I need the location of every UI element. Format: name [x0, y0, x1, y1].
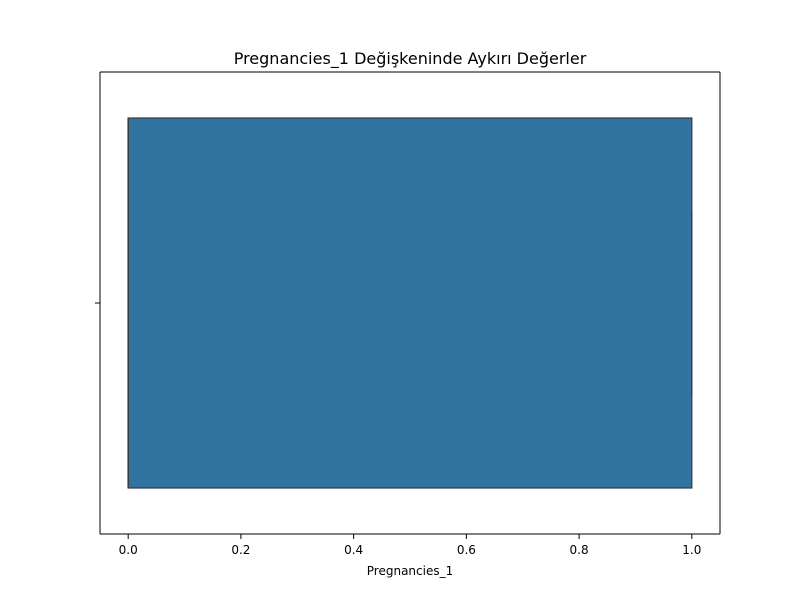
chart-title: Pregnancies_1 Değişkeninde Aykırı Değerl…	[234, 49, 587, 69]
x-axis-tick-label: 0.6	[457, 543, 476, 557]
x-axis-tick-label: 1.0	[682, 543, 701, 557]
x-axis-tick-label: 0.0	[119, 543, 138, 557]
x-axis-label: Pregnancies_1	[367, 564, 453, 578]
box-iqr	[127, 117, 693, 489]
x-axis-tick-label: 0.8	[570, 543, 589, 557]
plot-area: 0.0 0.2 0.4 0.6 0.8 1.0	[95, 71, 721, 557]
x-axis-tick-label: 0.4	[344, 543, 363, 557]
x-axis-tick-label: 0.2	[231, 543, 250, 557]
